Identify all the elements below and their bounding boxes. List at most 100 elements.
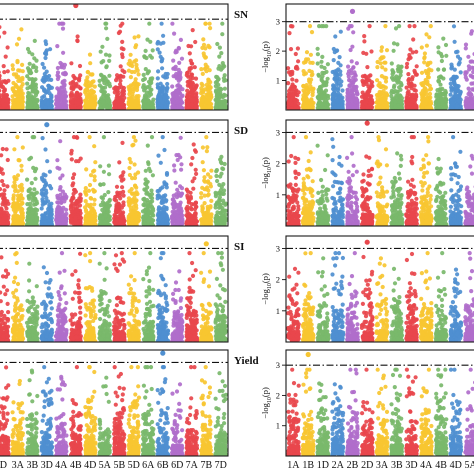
snp-points	[286, 8, 474, 110]
snp-point	[145, 85, 150, 90]
snp-point	[5, 45, 10, 50]
snp-point	[88, 202, 93, 207]
snp-point	[218, 105, 224, 110]
snp-point	[120, 185, 125, 190]
snp-point	[316, 73, 321, 78]
snp-point	[214, 88, 219, 93]
snp-point	[74, 200, 79, 205]
snp-point	[1, 98, 6, 103]
snp-point	[107, 172, 112, 177]
snp-point	[92, 202, 97, 207]
snp-point	[143, 207, 148, 212]
snp-point	[406, 81, 411, 86]
snp-point	[86, 106, 91, 110]
snp-point	[150, 199, 155, 204]
snp-point	[173, 67, 178, 72]
snp-point	[365, 92, 370, 97]
snp-point	[19, 92, 24, 97]
snp-point	[293, 88, 298, 93]
snp-point	[126, 68, 131, 73]
snp-point	[93, 160, 98, 165]
snp-point	[15, 189, 21, 194]
snp-point	[443, 88, 448, 94]
snp-point	[170, 197, 175, 202]
snp-point	[223, 105, 228, 110]
snp-point	[19, 206, 24, 211]
snp-point	[424, 80, 429, 85]
snp-point	[419, 106, 424, 110]
snp-point	[368, 95, 373, 100]
snp-point	[85, 99, 91, 104]
snp-point	[325, 76, 330, 81]
snp-point	[31, 63, 36, 68]
snp-point	[25, 74, 30, 79]
snp-point	[469, 81, 474, 86]
snp-point	[410, 50, 415, 55]
snp-point	[98, 49, 103, 54]
manhattan-panel-sn-right: 123−log10(p)	[260, 3, 474, 111]
snp-point	[207, 68, 212, 73]
snp-point	[57, 106, 62, 110]
snp-point	[338, 83, 343, 88]
snp-point	[59, 85, 64, 90]
snp-point	[161, 74, 166, 79]
snp-point	[130, 191, 135, 196]
snp-point	[30, 77, 35, 82]
snp-point	[433, 100, 438, 105]
snp-point	[444, 53, 449, 58]
snp-point	[448, 81, 453, 86]
snp-point	[91, 222, 96, 226]
snp-point	[161, 86, 167, 91]
snp-point	[203, 21, 208, 26]
snp-point	[143, 199, 148, 205]
snp-point	[157, 100, 162, 105]
snp-point	[346, 71, 351, 76]
snp-point	[301, 60, 307, 65]
snp-point	[289, 92, 294, 97]
snp-point	[470, 87, 474, 92]
snp-point	[404, 65, 409, 70]
snp-point	[34, 199, 39, 204]
snp-point	[34, 107, 40, 110]
snp-point	[176, 206, 181, 211]
snp-point	[19, 213, 24, 219]
panel-frame	[285, 3, 474, 111]
snp-point	[174, 192, 179, 197]
snp-point	[43, 222, 48, 226]
snp-point	[34, 218, 39, 223]
snp-point	[428, 87, 433, 92]
snp-point	[34, 68, 39, 74]
snp-point	[10, 87, 15, 92]
snp-point	[203, 104, 208, 109]
snp-point	[12, 214, 17, 219]
snp-point	[63, 105, 68, 110]
snp-point	[61, 196, 66, 201]
snp-point	[114, 78, 119, 83]
snp-point	[119, 214, 124, 219]
snp-point	[340, 102, 345, 107]
snp-point	[113, 104, 118, 109]
snp-point	[120, 140, 125, 145]
snp-point	[361, 82, 366, 87]
snp-point	[10, 98, 15, 103]
snp-point	[466, 54, 471, 59]
snp-point	[30, 135, 35, 140]
snp-point	[365, 65, 370, 70]
snp-point	[151, 208, 156, 213]
snp-point	[443, 105, 448, 110]
snp-point	[164, 207, 169, 212]
snp-point	[142, 222, 147, 226]
snp-point	[350, 44, 355, 49]
snp-point	[92, 100, 97, 105]
snp-point	[469, 104, 474, 109]
snp-point	[449, 64, 454, 69]
snp-point	[4, 98, 9, 104]
snp-point	[389, 61, 394, 66]
snp-point	[42, 184, 48, 189]
snp-point	[145, 37, 150, 42]
snp-point	[395, 42, 400, 47]
snp-point	[337, 55, 342, 60]
snp-point	[3, 216, 8, 221]
snp-point	[49, 99, 54, 104]
snp-point	[116, 75, 122, 80]
